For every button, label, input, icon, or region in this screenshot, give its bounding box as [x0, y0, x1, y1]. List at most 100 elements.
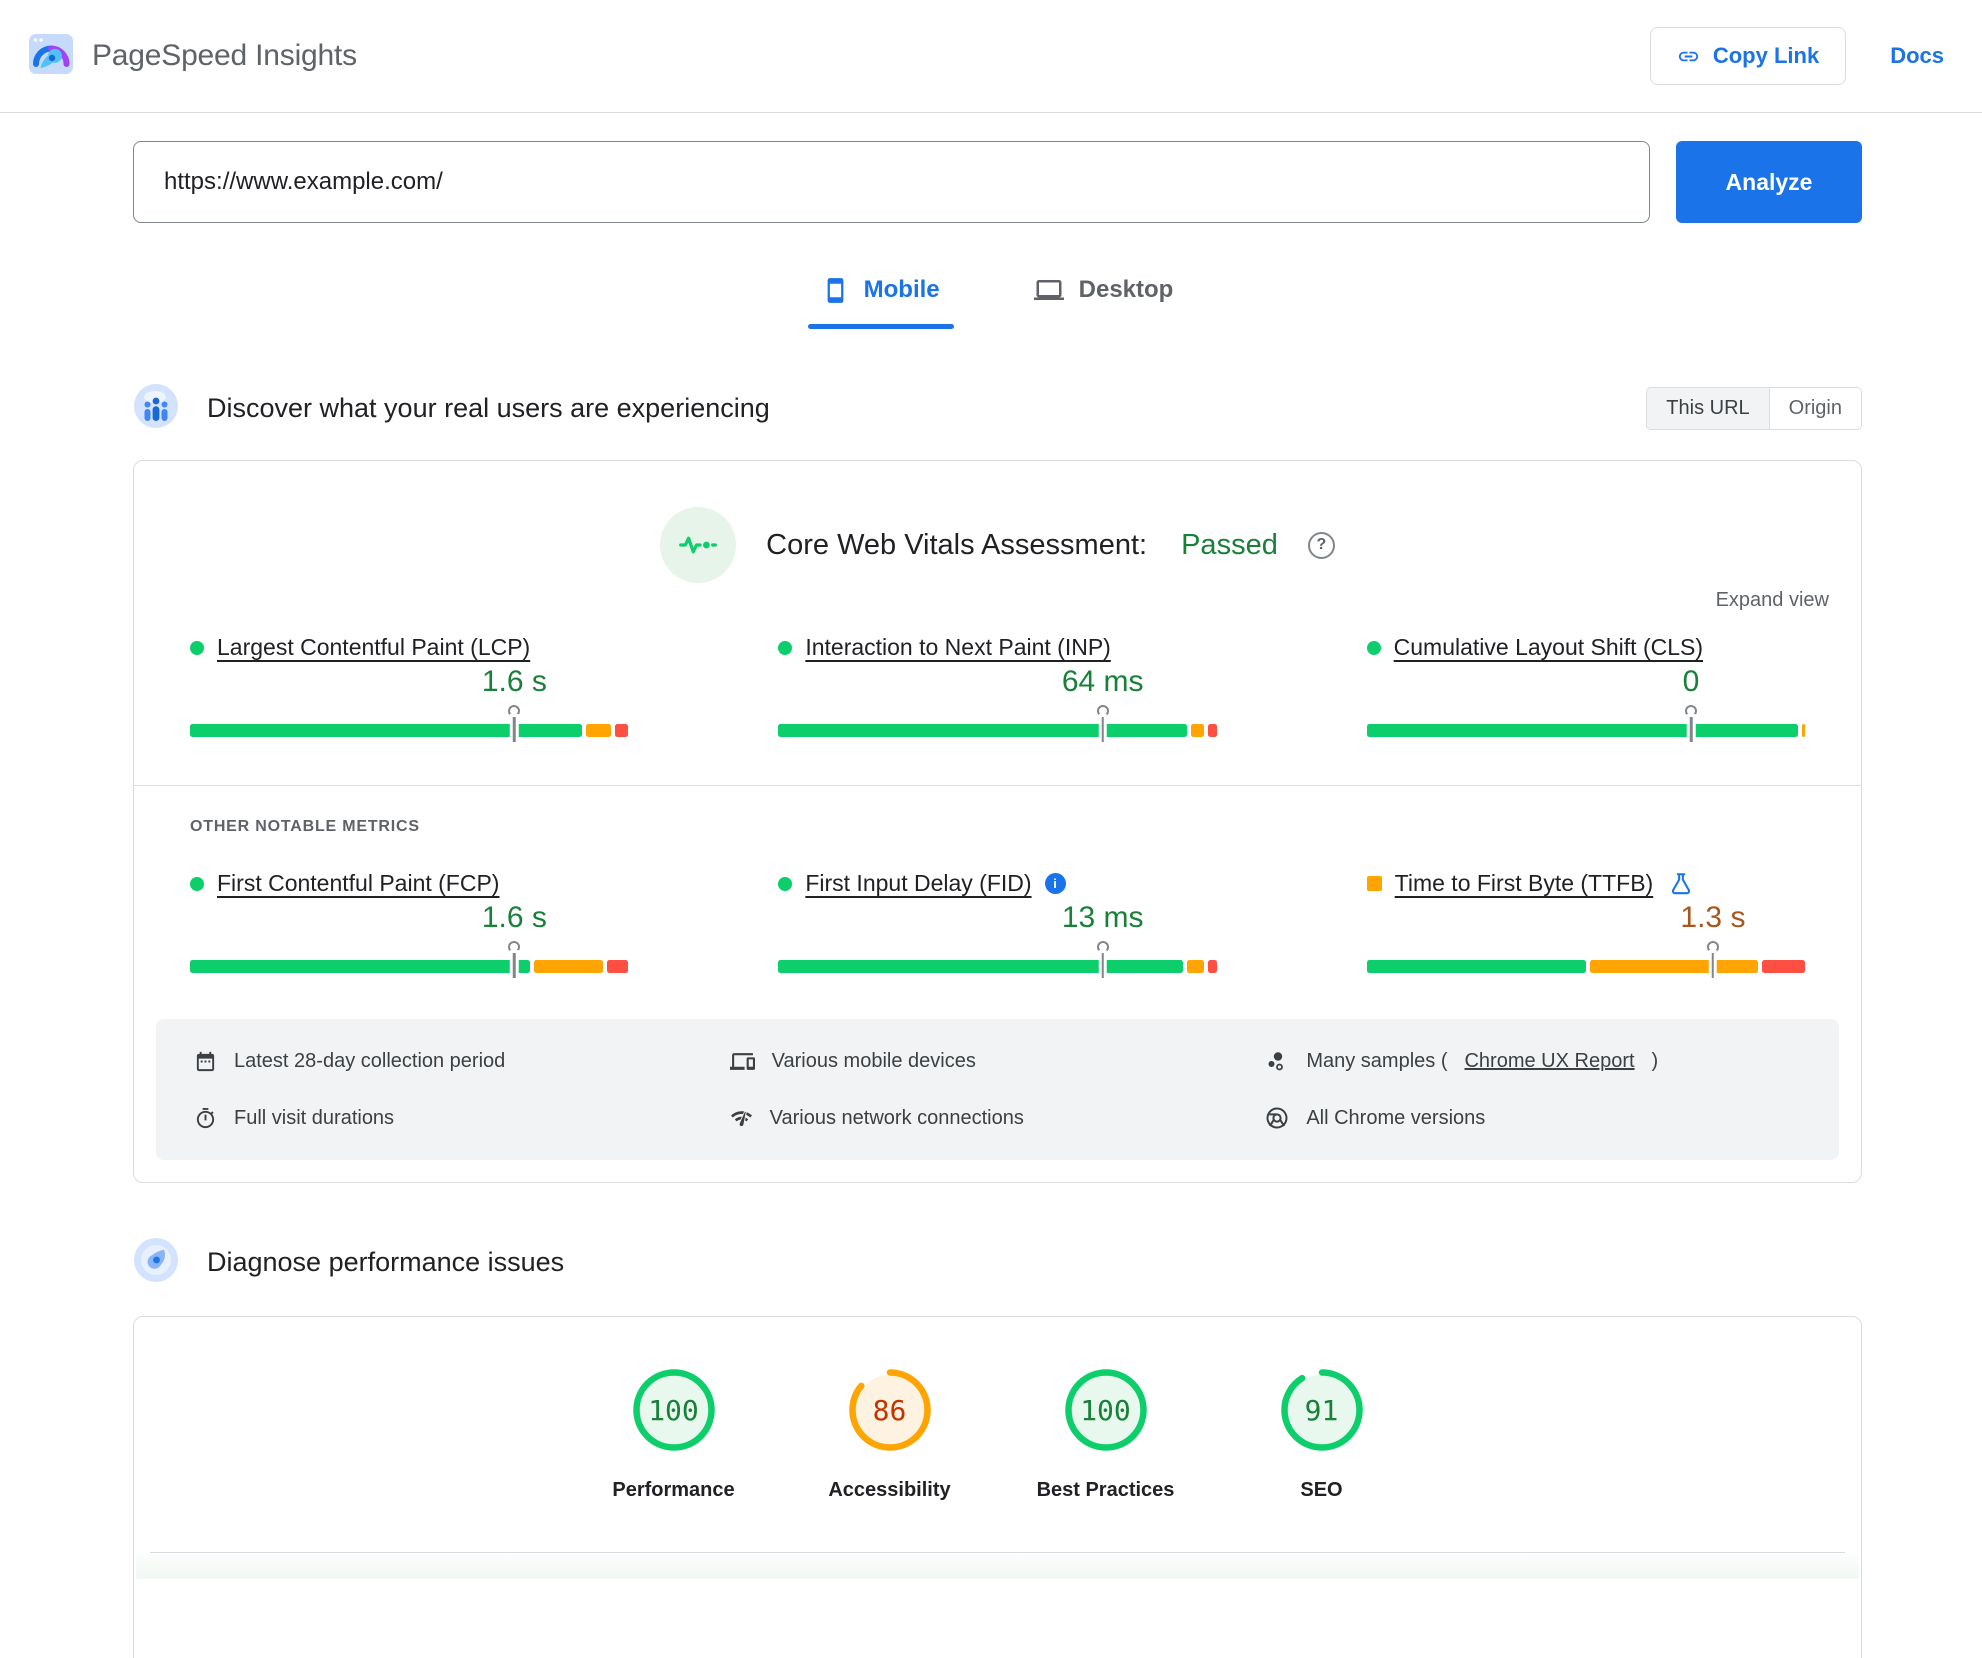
metric-distribution: 13 ms	[778, 901, 1217, 978]
stopwatch-icon	[194, 1107, 217, 1130]
copy-link-label: Copy Link	[1712, 43, 1820, 68]
good-circle-indicator	[190, 876, 204, 891]
metric-value-fcp: 1.6 s	[481, 901, 547, 934]
marker-stem	[1711, 953, 1715, 978]
metric-distribution: 1.3 s	[1366, 901, 1805, 978]
good-segment	[190, 724, 582, 737]
metric-value-inp: 64 ms	[1061, 665, 1144, 698]
marker-head	[1706, 941, 1719, 953]
metric-header: Cumulative Layout Shift (CLS)	[1366, 634, 1805, 661]
good-segment	[190, 960, 530, 973]
score-value: 100	[1080, 1393, 1131, 1427]
url-input[interactable]	[133, 141, 1650, 223]
other-metrics-label: OTHER NOTABLE METRICS	[190, 818, 420, 835]
field-data-card: Core Web Vitals Assessment: Passed ? Exp…	[133, 460, 1862, 1183]
good-segment	[778, 724, 1188, 737]
score-gauge-seo[interactable]: 91 SEO	[1247, 1369, 1397, 1502]
real-users-icon	[133, 383, 179, 434]
metric-fcp: First Contentful Paint (FCP) 1.6 s	[190, 870, 629, 978]
distribution-bar	[1366, 724, 1805, 737]
info-item-samples: Many samples (Chrome UX Report)	[1265, 1049, 1801, 1074]
performance-section-peek	[136, 1553, 1859, 1579]
tab-desktop[interactable]: Desktop	[1020, 269, 1188, 329]
copy-link-button[interactable]: Copy Link	[1649, 27, 1847, 85]
good-circle-indicator	[1366, 640, 1381, 655]
metric-distribution: 0	[1366, 665, 1805, 742]
average-segment	[1191, 724, 1205, 737]
score-label: Performance	[612, 1479, 735, 1501]
poor-segment	[615, 724, 629, 737]
distribution-bar	[778, 960, 1217, 973]
diagnose-icon	[133, 1237, 179, 1288]
marker-head	[1096, 705, 1109, 717]
average-segment	[533, 960, 603, 973]
link-icon	[1677, 45, 1700, 68]
score-ring: 100	[1064, 1369, 1147, 1451]
score-gauge-performance[interactable]: 100 Performance	[599, 1369, 749, 1502]
app-header: PageSpeed Insights Copy Link Docs	[0, 0, 1982, 113]
field-section-title: Discover what your real users are experi…	[207, 393, 770, 423]
metric-distribution: 64 ms	[778, 665, 1217, 742]
marker-stem	[513, 717, 516, 742]
analyze-button[interactable]: Analyze	[1676, 141, 1862, 223]
good-segment	[1366, 960, 1587, 973]
samples-icon	[1265, 1050, 1289, 1074]
scope-option-origin[interactable]: Origin	[1768, 388, 1861, 429]
info-text: Various network connections	[769, 1106, 1024, 1129]
metric-link-fid[interactable]: First Input Delay (FID)	[805, 870, 1032, 896]
cwv-assessment-label: Core Web Vitals Assessment:	[766, 528, 1148, 561]
metric-inp: Interaction to Next Paint (INP) 64 ms	[778, 634, 1217, 742]
info-icon[interactable]: i	[1044, 873, 1066, 894]
score-value: 100	[648, 1393, 699, 1427]
score-ring: 100	[632, 1369, 715, 1451]
metric-link-inp[interactable]: Interaction to Next Paint (INP)	[805, 634, 1111, 660]
experimental-flask-icon[interactable]	[1668, 871, 1694, 897]
marker-head	[508, 705, 521, 717]
app-title: PageSpeed Insights	[92, 39, 357, 72]
score-gauge-accessibility[interactable]: 86 Accessibility	[815, 1369, 965, 1502]
metric-header: First Input Delay (FID) i	[778, 870, 1216, 897]
marker-stem	[1689, 717, 1693, 742]
tab-label: Mobile	[863, 276, 940, 303]
metrics-divider	[134, 785, 1861, 786]
good-segment	[778, 960, 1183, 973]
metric-ttfb: Time to First Byte (TTFB) 1.3 s	[1366, 870, 1805, 978]
metric-value-fid: 13 ms	[1061, 901, 1144, 934]
category-score-gauges: 100 Performance 86 Accessibility 100 Best P…	[134, 1369, 1861, 1502]
metric-distribution: 1.6 s	[190, 665, 629, 742]
docs-link[interactable]: Docs	[1890, 43, 1944, 68]
core-web-vitals-metrics: Largest Contentful Paint (LCP) 1.6 s Inter…	[134, 634, 1861, 742]
metric-link-fcp[interactable]: First Contentful Paint (FCP)	[217, 870, 500, 896]
good-segment	[1366, 724, 1798, 737]
metric-value-cls: 0	[1682, 665, 1700, 698]
score-label: Best Practices	[1036, 1479, 1175, 1501]
info-item-network: Various network connections	[730, 1106, 1266, 1130]
metric-link-cls[interactable]: Cumulative Layout Shift (CLS)	[1393, 634, 1704, 660]
score-value: 86	[872, 1393, 907, 1427]
chrome-icon	[1265, 1106, 1289, 1130]
cwv-assessment-status: Passed	[1181, 528, 1278, 561]
tab-mobile[interactable]: Mobile	[807, 269, 954, 329]
metric-header: Time to First Byte (TTFB)	[1366, 870, 1805, 897]
distribution-bar	[1366, 960, 1805, 973]
device-tabs: Mobile Desktop	[133, 269, 1862, 329]
score-gauge-best-practices[interactable]: 100 Best Practices	[1031, 1369, 1181, 1502]
distribution-bar	[778, 724, 1217, 737]
help-icon[interactable]: ?	[1307, 531, 1335, 559]
poor-segment	[606, 960, 629, 973]
score-label: SEO	[1300, 1479, 1343, 1501]
devices-icon	[729, 1049, 755, 1074]
metric-cls: Cumulative Layout Shift (CLS) 0	[1366, 634, 1805, 742]
score-ring: 86	[848, 1369, 931, 1451]
expand-view-button[interactable]: Expand view	[1715, 589, 1829, 611]
average-segment	[1186, 960, 1205, 973]
metric-link-lcp[interactable]: Largest Contentful Paint (LCP)	[217, 634, 531, 660]
metric-link-ttfb[interactable]: Time to First Byte (TTFB)	[1394, 870, 1654, 896]
lighthouse-card: 100 Performance 86 Accessibility 100 Best P…	[133, 1316, 1862, 1658]
marker-head	[1685, 705, 1698, 717]
chrome-ux-report-link[interactable]: Chrome UX Report	[1464, 1050, 1635, 1072]
metric-distribution: 1.6 s	[190, 901, 629, 978]
metric-value-ttfb: 1.3 s	[1680, 901, 1746, 934]
metric-header: First Contentful Paint (FCP)	[190, 870, 628, 897]
scope-option-this-url[interactable]: This URL	[1647, 388, 1769, 429]
